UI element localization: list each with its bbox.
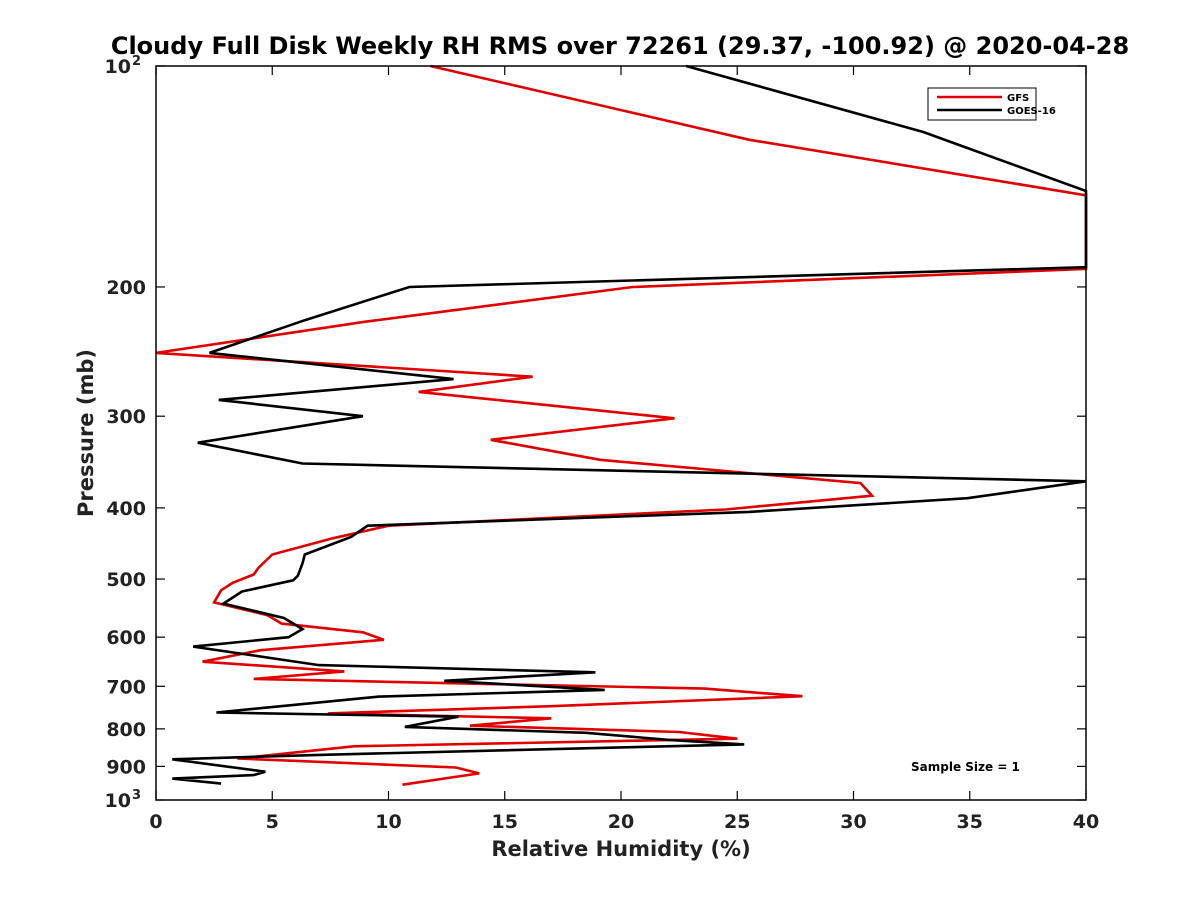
x-tick-label: 25	[724, 811, 750, 833]
y-tick-exponent: 2	[132, 54, 141, 69]
y-tick-label: 300	[106, 406, 146, 428]
legend: GFS GOES-16	[927, 87, 1056, 121]
x-tick-label: 10	[375, 811, 401, 833]
y-axis-label: Pressure (mb)	[74, 349, 98, 517]
x-tick-label: 40	[1073, 811, 1099, 833]
y-tick-label: 700	[106, 676, 146, 698]
series-line-goes-16	[172, 64, 1088, 785]
y-tick-label: 400	[106, 498, 146, 520]
chart-title: Cloudy Full Disk Weekly RH RMS over 7226…	[111, 32, 1129, 60]
y-tick-label: 600	[106, 627, 146, 649]
x-tick-label: 30	[840, 811, 866, 833]
x-tick-label: 0	[149, 811, 162, 833]
x-tick-label: 5	[266, 811, 279, 833]
legend-label-goes-16: GOES-16	[1007, 106, 1056, 117]
x-tick-label: 15	[492, 811, 518, 833]
legend-box	[927, 87, 1037, 121]
x-tick-label: 20	[608, 811, 634, 833]
y-tick-label: 10	[105, 56, 131, 78]
y-tick-exponent: 3	[132, 788, 141, 803]
y-tick-label: 200	[106, 277, 146, 299]
x-tick-label: 35	[957, 811, 983, 833]
y-tick-label: 900	[106, 756, 146, 778]
x-axis-ticks: 0 5 10 15 20 25 30 35 40	[149, 66, 1099, 833]
y-tick-label: 800	[106, 719, 146, 741]
y-tick-label: 10	[105, 790, 131, 812]
sample-size-annotation: Sample Size = 1	[911, 760, 1020, 774]
plot-frame	[155, 65, 1087, 801]
x-axis-label: Relative Humidity (%)	[491, 837, 750, 861]
series-line-gfs	[155, 64, 1088, 786]
series-lines	[155, 64, 1088, 786]
y-tick-label: 500	[106, 569, 146, 591]
legend-label-gfs: GFS	[1007, 93, 1029, 104]
